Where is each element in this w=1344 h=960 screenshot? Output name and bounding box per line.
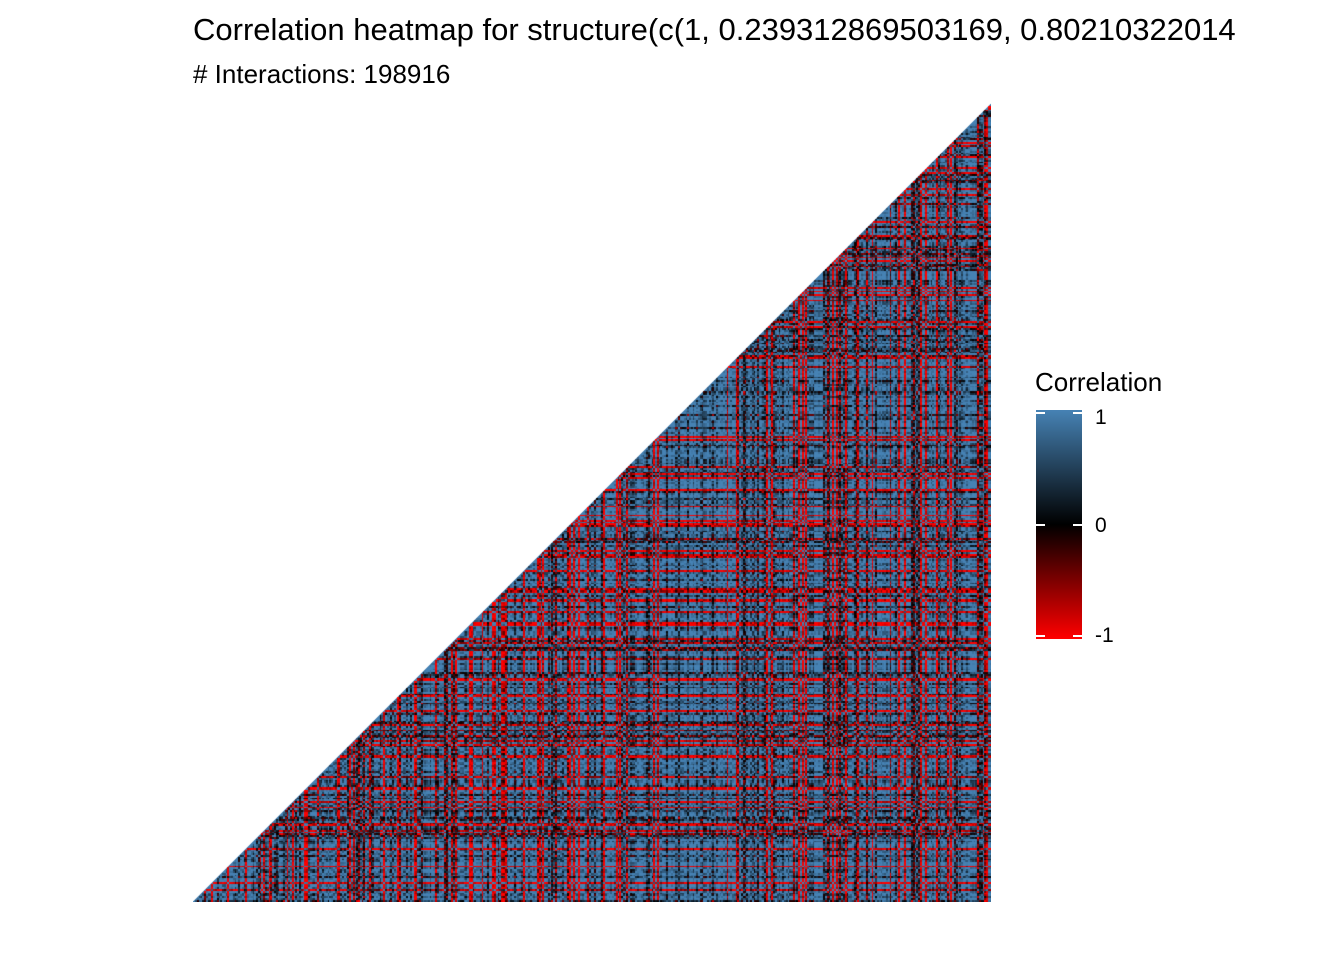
legend-tick-label-mid: 0 <box>1095 514 1107 537</box>
legend-title: Correlation <box>1035 367 1163 397</box>
correlation-heatmap <box>193 103 991 902</box>
legend-tick-mid-left <box>1036 524 1045 526</box>
chart-subtitle: # Interactions: 198916 <box>193 59 451 89</box>
legend-tick-label-low: -1 <box>1095 624 1114 647</box>
legend-tick-low-right <box>1073 635 1082 637</box>
legend-tick-high-left <box>1036 412 1045 414</box>
legend-tick-low-left <box>1036 635 1045 637</box>
legend-tick-label-high: 1 <box>1095 406 1107 429</box>
legend-tick-high-right <box>1073 412 1082 414</box>
chart-title: Correlation heatmap for structure(c(1, 0… <box>193 12 1236 47</box>
legend-tick-mid-right <box>1073 524 1082 526</box>
